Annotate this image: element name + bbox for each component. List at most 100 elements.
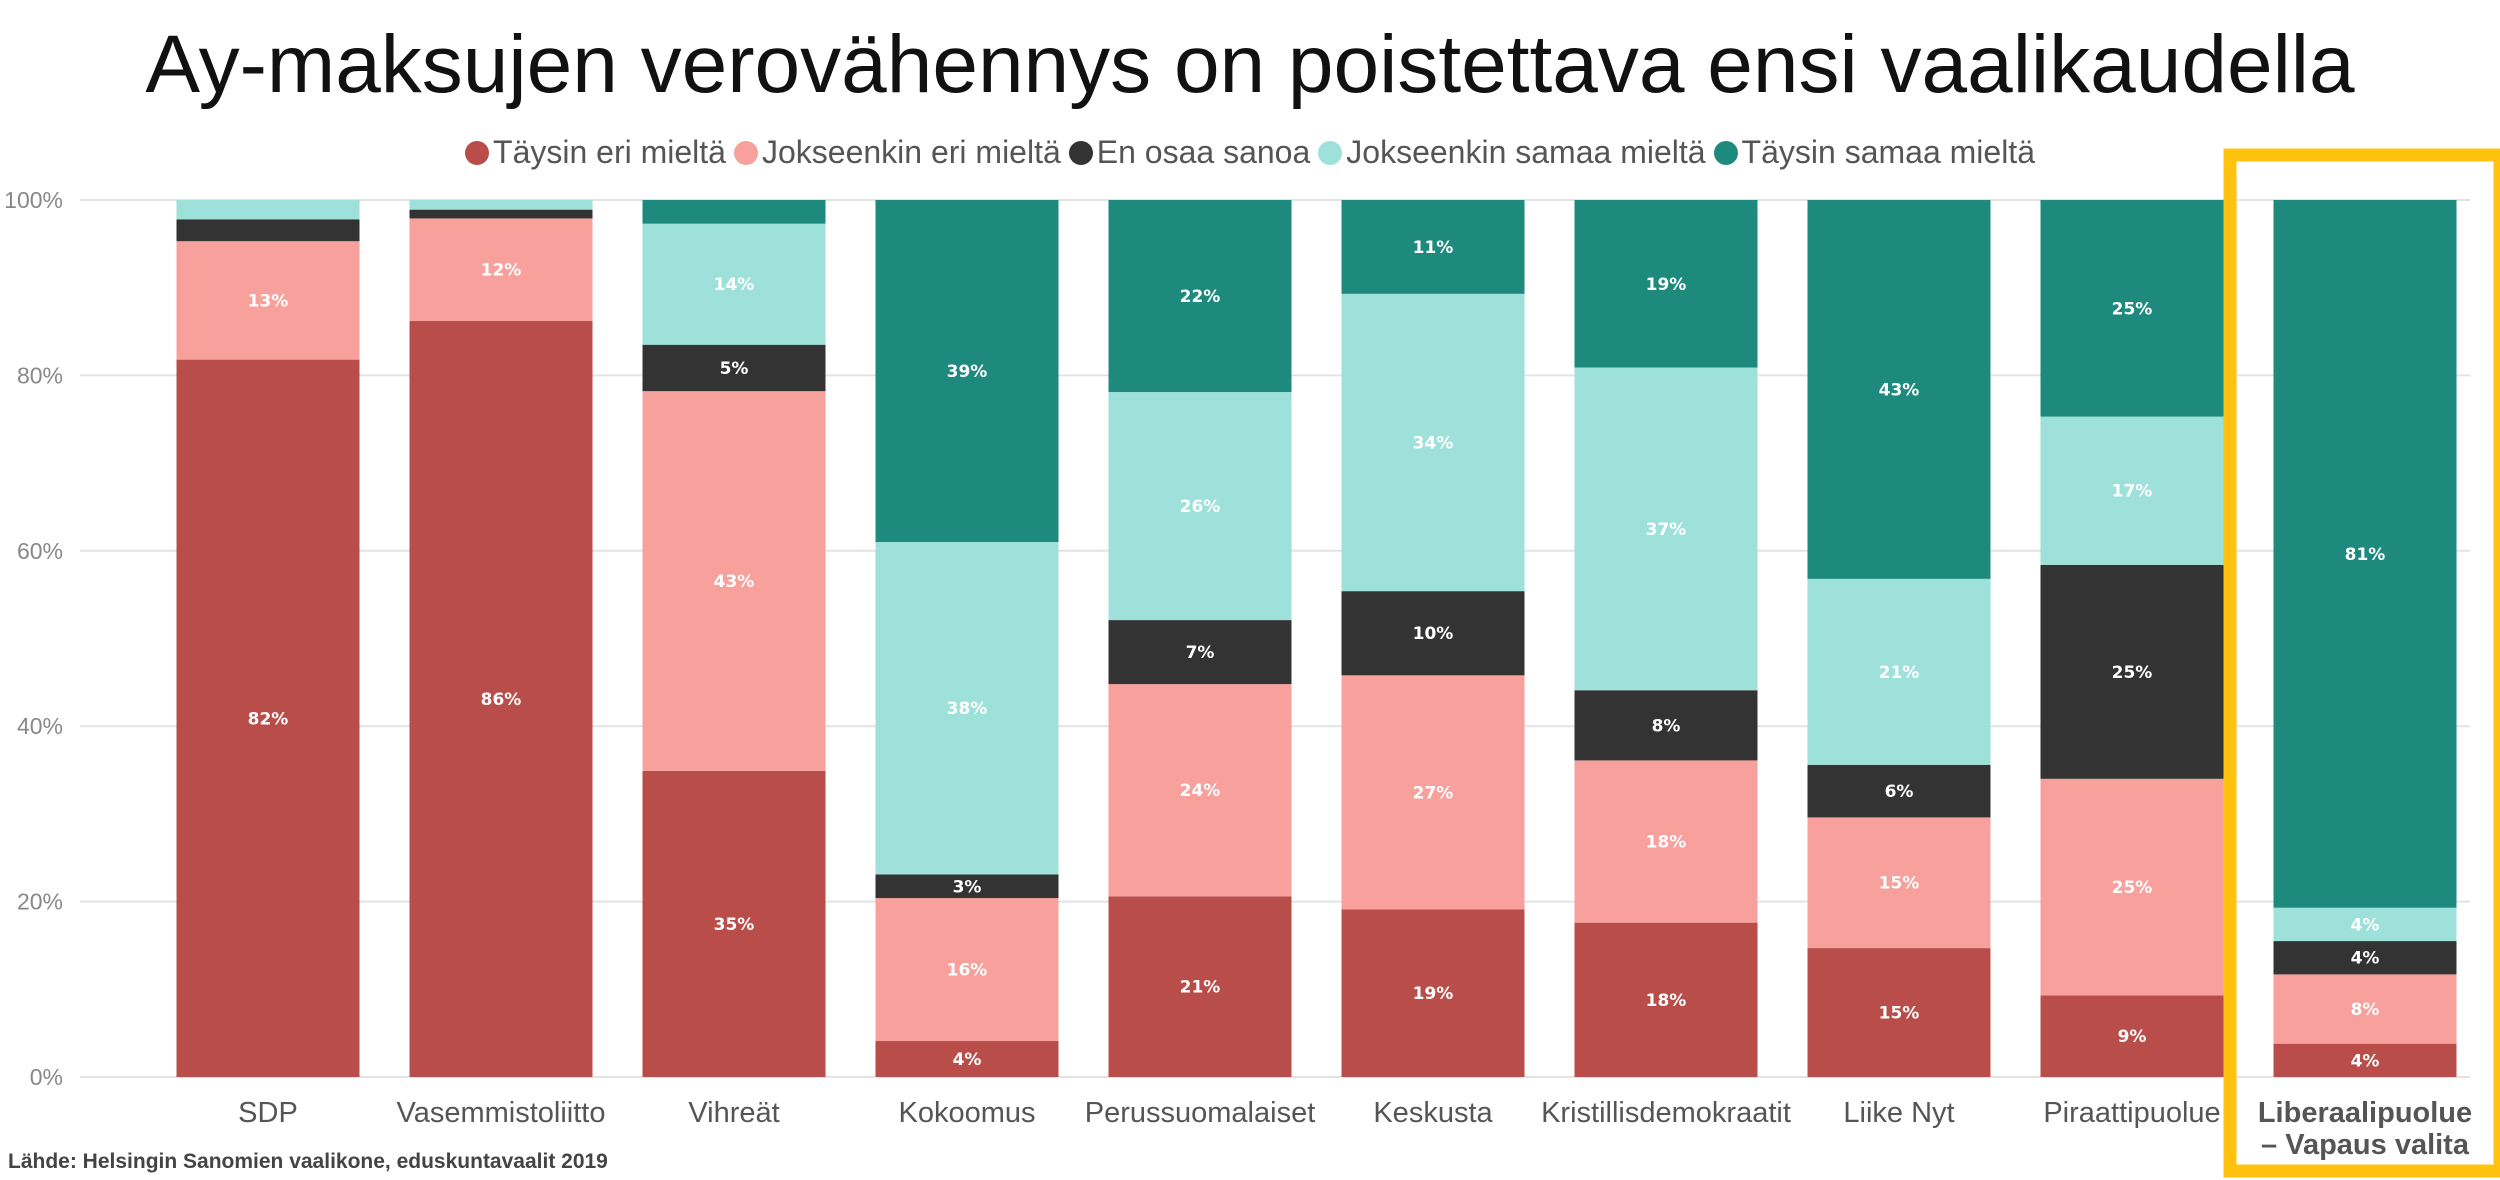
data-label: 4% [2351,915,2380,935]
data-label: 19% [1413,984,1454,1004]
data-label: 12% [481,261,522,281]
data-label: 25% [2112,299,2153,319]
bar-segment [875,1041,1059,1077]
bar-segment [1108,684,1292,897]
chart-title: Ay-maksujen verovähennys on poistettava … [145,19,2355,110]
data-label: 8% [2351,1000,2380,1020]
legend-item-0: Täysin eri mieltä [465,134,726,171]
data-label: 18% [1646,833,1687,853]
bar-segment [875,542,1059,875]
category-label: Kokoomus [898,1097,1035,1129]
bar-segment [2273,974,2457,1044]
bar-segment [2040,778,2224,996]
data-label: 15% [1879,874,1920,894]
bar-segment [2273,907,2457,942]
data-label: 24% [1180,781,1221,801]
bar-segment [409,200,593,210]
data-label: 26% [1180,497,1221,517]
source-note: Lähde: Helsingin Sanomien vaalikone, edu… [8,1150,608,1173]
category-label: Vasemmistoliitto [397,1097,606,1129]
data-label: 21% [1879,663,1920,683]
bar-segment [2040,416,2224,565]
data-label: 11% [1413,238,1454,258]
bar-segment [642,391,826,771]
bar-segment [642,344,826,392]
data-label: 35% [714,915,755,935]
bar-segment [2273,1043,2457,1077]
y-tick-label: 20% [17,889,63,915]
bar-segment [2273,941,2457,975]
legend-item-1: Jokseenkin eri mieltä [733,134,1061,171]
bar-segment [1341,200,1525,294]
data-label: 38% [947,699,988,719]
bar-segment [642,223,826,345]
legend-swatch-0 [465,141,490,165]
bar-segment [1574,690,1758,761]
data-label: 21% [1180,978,1221,998]
legend-swatch-3 [1318,141,1343,165]
bar-segment [875,200,1059,543]
data-label: 4% [953,1050,982,1070]
chart-legend: Täysin eri mieltä Jokseenkin eri mieltä En… [0,134,2500,171]
category-label: Liberaalipuolue – Vapaus valita [2258,1097,2472,1161]
bar-segment [2040,995,2224,1077]
bar-segment [1807,200,1991,579]
data-label: 82% [248,709,289,729]
data-label: 86% [481,690,522,710]
y-tick-label: 40% [17,713,63,739]
data-label: 39% [947,362,988,382]
data-label: 81% [2345,545,2386,565]
bar-segment [1574,760,1758,923]
data-label: 16% [947,961,988,981]
bar-segment [1341,675,1525,910]
y-tick-label: 60% [17,538,63,564]
bar-segment [176,359,360,1077]
bar-segment [409,321,593,1077]
category-label: Keskusta [1373,1097,1493,1129]
data-label: 9% [2118,1027,2147,1047]
category-label: Piraattipuolue [2043,1097,2220,1129]
data-label: 34% [1413,433,1454,453]
legend-swatch-1 [733,141,758,165]
legend-label-2: En osaa sanoa [1096,134,1311,170]
legend-label-1: Jokseenkin eri mieltä [761,134,1061,170]
bar-segment [1807,764,1991,818]
bar-segment [409,209,593,219]
bar-segment [2040,200,2224,417]
data-label: 43% [714,572,755,592]
y-tick-label: 80% [17,362,63,388]
data-label: 37% [1646,520,1687,540]
y-tick-label: 0% [30,1064,63,1090]
bar-segment [1341,293,1525,592]
legend-item-3: Jokseenkin samaa mieltä [1318,134,1706,171]
data-label: 3% [953,877,982,897]
legend-swatch-2 [1068,141,1093,165]
bar-segment [1108,200,1292,393]
data-label: 27% [1413,783,1454,803]
bar-segment [1807,817,1991,949]
data-label: 5% [720,359,749,379]
bar-segment [1108,392,1292,621]
data-label: 25% [2112,663,2153,683]
data-label: 10% [1413,624,1454,644]
category-label: Liike Nyt [1843,1097,1954,1129]
data-label: 6% [1885,782,1914,802]
bar-segment [176,219,360,242]
data-label: 15% [1879,1004,1920,1024]
y-tick-label: 100% [4,187,63,213]
data-label: 7% [1186,643,1215,663]
bar-segment [875,898,1059,1042]
bar-segment [176,200,360,220]
data-label: 4% [2351,949,2380,969]
legend-label-3: Jokseenkin samaa mieltä [1346,134,1706,170]
data-label: 19% [1646,275,1687,295]
bar-segment [1807,948,1991,1077]
bar-segment [642,770,826,1077]
bar-segment [176,241,360,360]
legend-label-0: Täysin eri mieltä [493,134,726,170]
bar-segment [1574,922,1758,1077]
bar-segment [1108,620,1292,685]
category-label: SDP [238,1097,298,1129]
legend-swatch-4 [1713,141,1738,165]
